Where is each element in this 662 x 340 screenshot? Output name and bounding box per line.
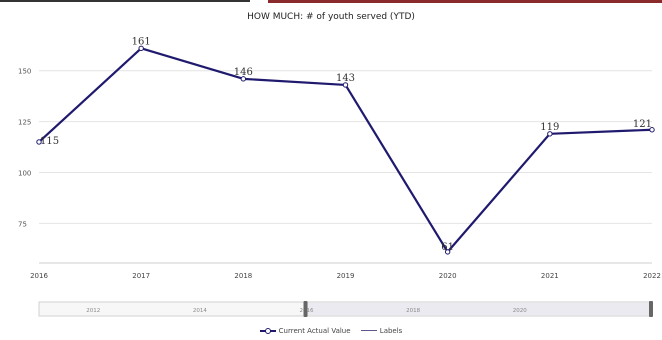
data-point [547,131,553,137]
y-tick-label: 125 [18,119,31,127]
header-divider-right [268,0,662,3]
navigator-tick-label: 2014 [193,308,207,314]
data-label: 143 [336,73,355,84]
data-point [649,127,655,133]
range-handle-right[interactable] [649,301,653,317]
x-tick-label: 2017 [132,272,150,280]
y-tick-label: 100 [18,170,31,178]
y-tick-label: 75 [18,220,27,228]
header-divider-left [0,0,250,2]
x-tick-label: 2016 [30,272,48,280]
legend-label-labels: Labels [379,327,403,335]
legend-label-current-actual-value: Current Actual Value [278,327,351,335]
navigator-tick-label: 2012 [86,308,100,314]
x-tick-label: 2018 [234,272,252,280]
range-handle-left[interactable] [303,301,308,317]
data-point [342,82,349,88]
navigator-tick-label: 2018 [406,308,420,314]
x-tick-label: 2019 [337,272,355,280]
x-tick-label: 2022 [643,272,661,280]
data-label: 115 [40,136,59,147]
legend-item-current-actual-value[interactable]: Current Actual Value [259,327,351,335]
chart-title: HOW MUCH: # of youth served (YTD) [247,12,415,22]
chart-legend: Current Actual Value Labels [0,327,662,336]
data-point [240,76,247,82]
legend-item-labels[interactable]: Labels [360,327,403,335]
data-point [138,45,144,52]
data-label: 61 [441,242,454,253]
legend-line-marker-icon [259,328,276,334]
x-tick-label: 2021 [541,272,559,280]
navigator-tick-label: 2020 [513,308,527,314]
data-point [444,249,451,255]
range-selection [305,303,651,315]
data-point [36,139,42,145]
data-label: 121 [633,119,652,130]
legend-line-icon [360,328,377,334]
data-label: 119 [540,122,559,133]
data-label: 161 [132,36,151,47]
x-tick-label: 2020 [439,272,457,280]
y-tick-label: 150 [18,68,31,76]
data-label: 146 [234,67,253,78]
